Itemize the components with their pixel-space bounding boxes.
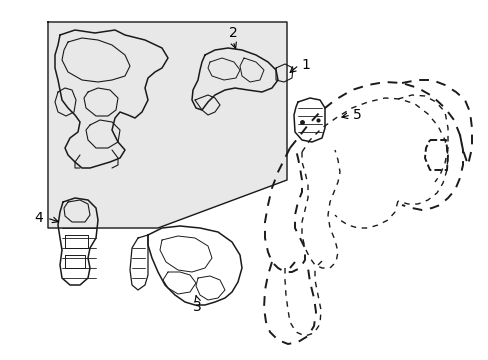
Text: 4: 4 bbox=[34, 211, 43, 225]
Text: 2: 2 bbox=[228, 26, 237, 40]
Polygon shape bbox=[48, 22, 286, 228]
Text: 1: 1 bbox=[301, 58, 309, 72]
Text: 3: 3 bbox=[192, 300, 201, 314]
Text: 5: 5 bbox=[352, 108, 361, 122]
